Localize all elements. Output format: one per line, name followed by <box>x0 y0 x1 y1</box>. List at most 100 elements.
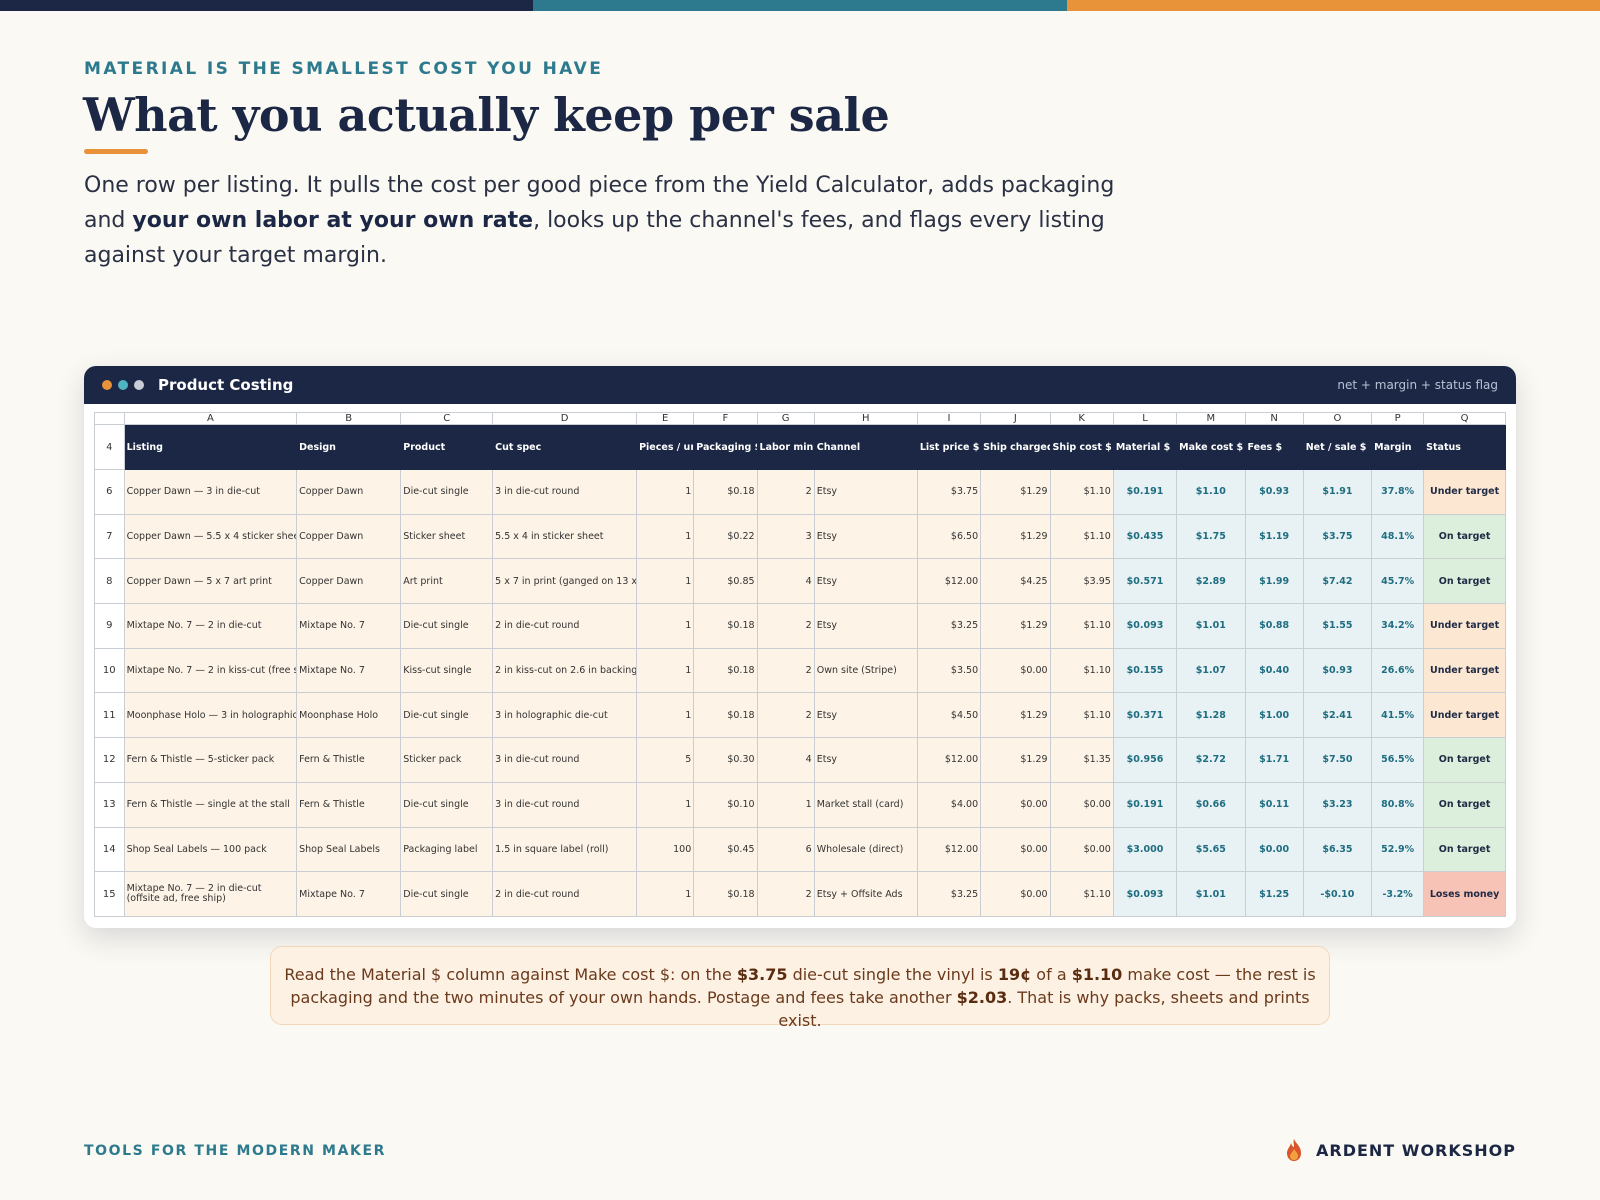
cell-ship-charged[interactable]: $0.00 <box>980 781 1051 828</box>
cell-make[interactable]: $1.07 <box>1176 647 1246 694</box>
cell-pieces[interactable]: 1 <box>636 469 695 515</box>
cell-listing[interactable]: Copper Dawn — 5 x 7 art print <box>123 558 298 605</box>
cell-list[interactable]: $12.00 <box>916 826 982 873</box>
cell-channel[interactable]: Etsy <box>813 469 918 515</box>
cell-fees[interactable]: $1.00 <box>1244 692 1304 739</box>
cell-status[interactable]: On target <box>1423 826 1506 873</box>
cell-status[interactable]: Under target <box>1423 692 1506 739</box>
cell-listing[interactable]: Copper Dawn — 3 in die-cut <box>123 469 298 515</box>
cell-make[interactable]: $1.01 <box>1176 871 1246 917</box>
cell-pieces[interactable]: 1 <box>636 647 695 694</box>
column-header[interactable]: Cut spec <box>492 424 638 470</box>
cell-ship-cost[interactable]: $1.10 <box>1049 513 1114 560</box>
cell-design[interactable]: Copper Dawn <box>296 513 402 560</box>
cell-labor[interactable]: 2 <box>756 603 815 649</box>
cell-margin[interactable]: 41.5% <box>1371 692 1425 739</box>
cell-list[interactable]: $4.50 <box>916 692 982 739</box>
cell-net[interactable]: $0.93 <box>1302 647 1373 694</box>
cell-channel[interactable]: Etsy <box>813 513 918 560</box>
cell-margin[interactable]: -3.2% <box>1371 871 1425 917</box>
row-number[interactable]: 10 <box>94 647 125 694</box>
cell-net[interactable]: $7.50 <box>1302 737 1373 783</box>
cell-status[interactable]: Under target <box>1423 469 1506 515</box>
cell-packaging[interactable]: $0.18 <box>693 647 758 694</box>
column-letter[interactable]: E <box>636 412 695 425</box>
cell-cut[interactable]: 2 in die-cut round <box>492 603 638 649</box>
column-header[interactable]: Listing <box>123 424 298 470</box>
column-letter[interactable]: J <box>980 412 1051 425</box>
cell-cut[interactable]: 1.5 in square label (roll) <box>492 826 638 873</box>
column-letter[interactable]: O <box>1302 412 1373 425</box>
cell-ship-cost[interactable]: $3.95 <box>1049 558 1114 605</box>
cell-fees[interactable]: $0.40 <box>1244 647 1304 694</box>
cell-labor[interactable]: 4 <box>756 558 815 605</box>
cell-margin[interactable]: 56.5% <box>1371 737 1425 783</box>
cell-listing[interactable]: Moonphase Holo — 3 in holographic <box>123 692 298 739</box>
cell-labor[interactable]: 3 <box>756 513 815 560</box>
cell-fees[interactable]: $1.25 <box>1244 871 1304 917</box>
cell-design[interactable]: Fern & Thistle <box>296 781 402 828</box>
cell-packaging[interactable]: $0.30 <box>693 737 758 783</box>
cell-list[interactable]: $3.25 <box>916 871 982 917</box>
cell-margin[interactable]: 26.6% <box>1371 647 1425 694</box>
cell-status[interactable]: On target <box>1423 513 1506 560</box>
cell-product[interactable]: Kiss-cut single <box>400 647 494 694</box>
cell-list[interactable]: $12.00 <box>916 558 982 605</box>
cell-margin[interactable]: 45.7% <box>1371 558 1425 605</box>
column-letter[interactable]: C <box>400 412 494 425</box>
cell-packaging[interactable]: $0.22 <box>693 513 758 560</box>
column-letter[interactable]: G <box>756 412 815 425</box>
cell-status[interactable]: On target <box>1423 737 1506 783</box>
cell-make[interactable]: $1.10 <box>1176 469 1246 515</box>
cell-list[interactable]: $12.00 <box>916 737 982 783</box>
cell-channel[interactable]: Market stall (card) <box>813 781 918 828</box>
column-letter[interactable]: I <box>916 412 982 425</box>
column-header[interactable]: Status <box>1423 424 1506 470</box>
cell-product[interactable]: Die-cut single <box>400 692 494 739</box>
cell-fees[interactable]: $1.99 <box>1244 558 1304 605</box>
cell-ship-charged[interactable]: $1.29 <box>980 603 1051 649</box>
cell-material[interactable]: $0.191 <box>1112 469 1178 515</box>
cell-packaging[interactable]: $0.18 <box>693 603 758 649</box>
column-header[interactable]: Ship charged $ <box>980 424 1051 470</box>
cell-status[interactable]: Under target <box>1423 603 1506 649</box>
cell-material[interactable]: $0.191 <box>1112 781 1178 828</box>
cell-listing[interactable]: Copper Dawn — 5.5 x 4 sticker sheet <box>123 513 298 560</box>
cell-fees[interactable]: $0.93 <box>1244 469 1304 515</box>
column-letter[interactable]: A <box>123 412 298 425</box>
cell-list[interactable]: $3.75 <box>916 469 982 515</box>
cell-design[interactable]: Mixtape No. 7 <box>296 871 402 917</box>
cell-net[interactable]: $2.41 <box>1302 692 1373 739</box>
cell-ship-charged[interactable]: $0.00 <box>980 871 1051 917</box>
cell-listing[interactable]: Fern & Thistle — 5-sticker pack <box>123 737 298 783</box>
cell-material[interactable]: $0.093 <box>1112 871 1178 917</box>
cell-net[interactable]: -$0.10 <box>1302 871 1373 917</box>
cell-cut[interactable]: 3 in holographic die-cut <box>492 692 638 739</box>
cell-ship-charged[interactable]: $0.00 <box>980 826 1051 873</box>
row-number[interactable]: 8 <box>94 558 125 605</box>
cell-pieces[interactable]: 5 <box>636 737 695 783</box>
cell-product[interactable]: Die-cut single <box>400 781 494 828</box>
cell-listing[interactable]: Mixtape No. 7 — 2 in die-cut <box>123 603 298 649</box>
column-header[interactable]: Design <box>296 424 402 470</box>
cell-net[interactable]: $3.75 <box>1302 513 1373 560</box>
cell-ship-charged[interactable]: $1.29 <box>980 692 1051 739</box>
cell-net[interactable]: $3.23 <box>1302 781 1373 828</box>
cell-labor[interactable]: 1 <box>756 781 815 828</box>
cell-channel[interactable]: Own site (Stripe) <box>813 647 918 694</box>
cell-pieces[interactable]: 1 <box>636 603 695 649</box>
cell-pieces[interactable]: 100 <box>636 826 695 873</box>
cell-packaging[interactable]: $0.18 <box>693 871 758 917</box>
cell-product[interactable]: Sticker pack <box>400 737 494 783</box>
cell-cut[interactable]: 2 in kiss-cut on 2.6 in backing <box>492 647 638 694</box>
cell-listing[interactable]: Mixtape No. 7 — 2 in die-cut (offsite ad… <box>123 871 298 917</box>
cell-cut[interactable]: 3 in die-cut round <box>492 737 638 783</box>
cell-make[interactable]: $0.66 <box>1176 781 1246 828</box>
cell-fees[interactable]: $1.71 <box>1244 737 1304 783</box>
cell-fees[interactable]: $1.19 <box>1244 513 1304 560</box>
column-header[interactable]: Margin <box>1371 424 1425 470</box>
column-letter[interactable]: F <box>693 412 758 425</box>
cell-design[interactable]: Moonphase Holo <box>296 692 402 739</box>
cell-list[interactable]: $4.00 <box>916 781 982 828</box>
column-header[interactable]: Ship cost $ <box>1049 424 1114 470</box>
